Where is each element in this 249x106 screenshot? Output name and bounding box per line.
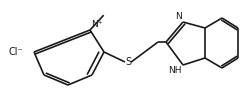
Text: NH: NH: [168, 66, 182, 75]
Text: S: S: [125, 57, 131, 67]
Text: N⁺: N⁺: [91, 20, 103, 29]
Text: Cl⁻: Cl⁻: [8, 47, 23, 57]
Text: N: N: [175, 13, 182, 22]
